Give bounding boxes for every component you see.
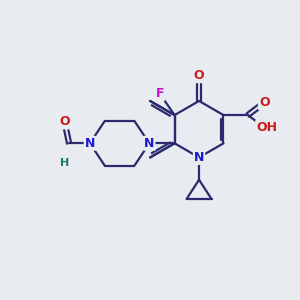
Text: O: O [59,116,70,128]
Text: N: N [194,151,204,164]
Text: OH: OH [256,121,277,134]
Text: F: F [155,87,164,100]
Text: H: H [60,158,69,168]
Text: O: O [259,96,269,109]
Text: N: N [85,137,95,150]
Text: N: N [144,137,154,150]
Text: O: O [194,69,204,82]
